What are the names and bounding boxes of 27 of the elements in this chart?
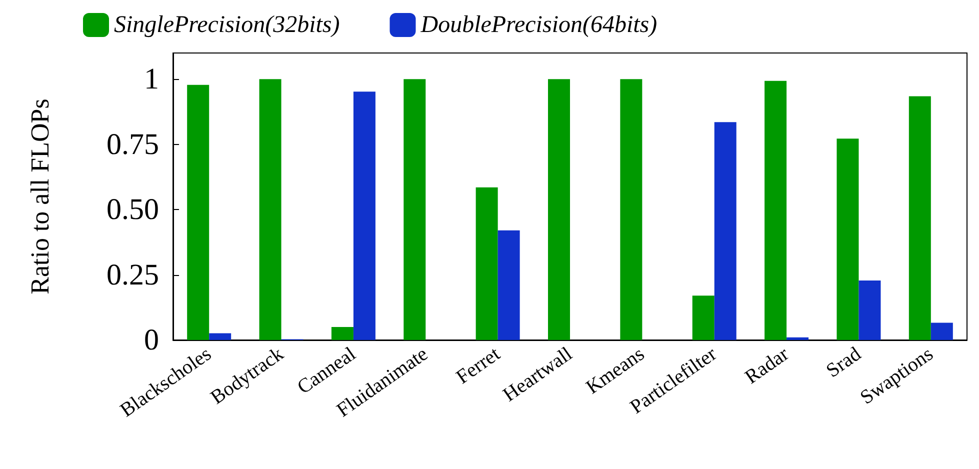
y-axis-title: Ratio to all FLOPs (26, 98, 54, 294)
bar (404, 79, 426, 340)
y-tick-label: 1 (144, 62, 159, 96)
bar (764, 80, 787, 340)
bar (209, 333, 232, 340)
y-tick-label: 0 (144, 324, 159, 356)
legend-label: DoublePrecision(64bits) (420, 12, 658, 38)
bar (259, 79, 282, 340)
y-tick-label: 0.25 (106, 258, 159, 292)
bar (548, 79, 570, 340)
y-tick-label: 0.50 (106, 193, 159, 226)
bar (331, 326, 354, 340)
legend-label: SinglePrecision(32bits) (114, 12, 340, 38)
bar (476, 187, 498, 340)
bar (714, 122, 736, 340)
bar (187, 84, 210, 340)
bar (620, 79, 642, 340)
x-tick-label: Srad (822, 342, 866, 382)
bar (353, 92, 376, 340)
y-tick-label: 0.75 (106, 128, 159, 161)
bar (858, 280, 881, 340)
bar (692, 296, 714, 340)
bar (908, 96, 931, 340)
bar (836, 138, 859, 340)
bar (498, 230, 520, 340)
bar (786, 337, 809, 340)
bar (930, 322, 953, 340)
